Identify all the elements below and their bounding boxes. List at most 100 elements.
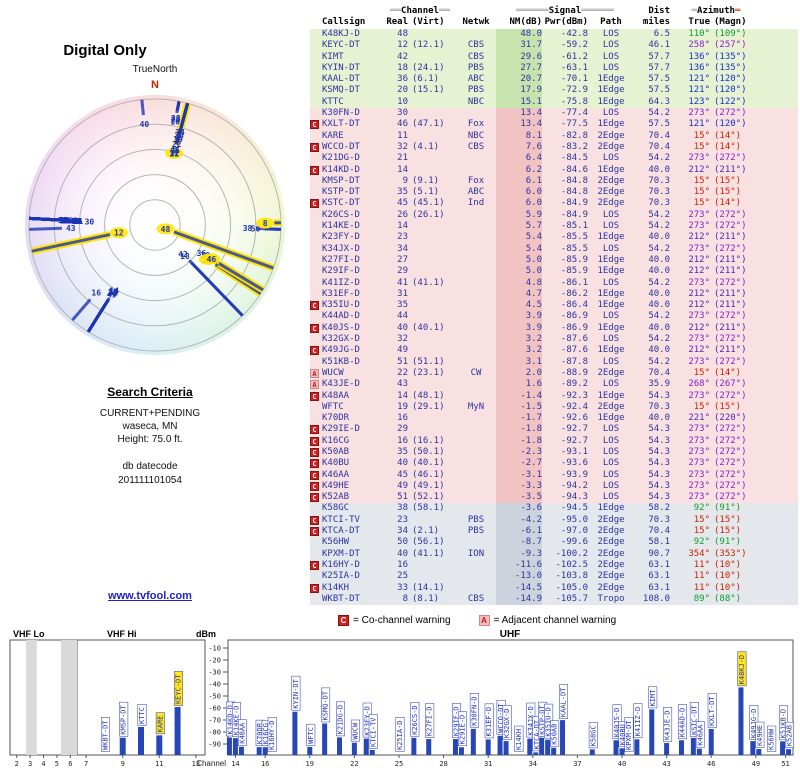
- cell-di: 57.5: [648, 119, 670, 130]
- cell-pa: LOS: [602, 221, 620, 232]
- cell-m: C: [310, 345, 320, 356]
- cell-tr: 354°: [688, 548, 710, 559]
- cell-pa: 2Edge: [597, 367, 625, 378]
- cell-di: 57.5: [648, 85, 670, 96]
- cell-re: 30: [397, 108, 408, 119]
- cell-nw: [456, 424, 496, 435]
- cell-m: [310, 131, 320, 142]
- radar-tick: 18: [180, 252, 244, 317]
- table-row: C K14KD-D 14 6.2 -84.6 1Edge 40.0 212° (211°): [310, 164, 798, 176]
- table-row: K23FY-D 23 5.4 -85.5 1Edge 40.0 212° (211°): [310, 232, 798, 244]
- svg-text:K48KJ-D: K48KJ-D: [738, 655, 746, 685]
- cell-re: 16: [397, 559, 408, 570]
- cell-m: [310, 266, 320, 277]
- cell-pw: -105.0: [555, 582, 588, 593]
- radar-plot-background: [25, 95, 285, 355]
- bar-label: K52AB: [785, 721, 795, 748]
- cell-nw: CBS: [467, 593, 485, 604]
- signal-bar: [232, 738, 238, 755]
- co-channel-marker: C: [310, 470, 319, 480]
- cell-cs: K16HY-D: [322, 559, 360, 570]
- svg-text:WCCO-DT: WCCO-DT: [497, 703, 505, 733]
- signal-bar: [539, 737, 545, 755]
- cell-pw: -84.5: [560, 153, 588, 164]
- svg-text:22: 22: [172, 140, 182, 149]
- cell-nm: 31.7: [496, 40, 542, 52]
- bar-label: K41IZ-D: [633, 703, 643, 739]
- bar-label: K46AA: [695, 721, 705, 748]
- pwr-header: Pwr(dBm): [544, 17, 588, 27]
- cell-vi: (6.1): [412, 74, 440, 85]
- cell-mg: (272°): [714, 356, 747, 367]
- table-row: KSTP-DT 35 (5.1) ABC 6.0 -84.8 2Edge 70.3 15° (15…: [310, 187, 798, 199]
- cell-nm: 3.2: [496, 334, 542, 346]
- svg-text:46: 46: [207, 255, 217, 264]
- cell-cs: K44AD-D: [322, 311, 360, 322]
- cell-pa: 2Edge: [597, 582, 625, 593]
- cell-vi: [408, 413, 456, 424]
- cell-nw: [456, 289, 496, 300]
- cell-mg: (14°): [714, 130, 742, 141]
- cell-tr: 273°: [688, 446, 710, 457]
- db-datecode-value: 201111101054: [118, 475, 182, 486]
- cell-di: 40.0: [648, 254, 670, 265]
- cell-mg: (272°): [714, 458, 747, 469]
- bar-label: WFTC: [306, 723, 316, 746]
- cell-tr: 11°: [693, 571, 710, 582]
- cell-pa: 2Edge: [597, 526, 625, 537]
- signal-strength-chart: -10-20-30-40-50-60-70-80-902 3 4 5 6 7 9 11 13 14…: [9, 629, 795, 768]
- cell-mg: (14°): [714, 198, 742, 209]
- cell-vi: (40.1): [412, 458, 445, 469]
- cell-re: 40: [397, 322, 408, 333]
- svg-text:11: 11: [169, 149, 179, 158]
- svg-text:32: 32: [69, 217, 79, 226]
- cell-re: 14: [397, 390, 408, 401]
- svg-text:KSTP-DT: KSTP-DT: [539, 704, 547, 734]
- cell-nw: [456, 379, 496, 390]
- cell-di: 58.1: [648, 537, 670, 548]
- table-row: KEYC-DT 12 (12.1) CBS 31.7 -59.2 LOS 46.1 258° (2…: [310, 40, 798, 52]
- search-criteria-title: Search Criteria: [107, 385, 193, 399]
- cell-vi: [408, 221, 456, 232]
- cell-re: 34: [397, 526, 408, 537]
- cell-cs: KIMT: [322, 51, 344, 62]
- cell-nm: -3.3: [496, 480, 542, 493]
- cell-nw: NBC: [467, 130, 485, 141]
- cell-pa: 2Edge: [597, 514, 625, 525]
- cell-di: 54.2: [648, 221, 670, 232]
- cell-di: 40.0: [648, 300, 670, 311]
- cell-tr: 212°: [688, 300, 710, 311]
- cell-pa: 2Edge: [597, 401, 625, 412]
- cell-nw: NBC: [467, 96, 485, 107]
- cell-pa: LOS: [602, 51, 620, 62]
- cell-mg: (211°): [714, 164, 747, 175]
- bar-label: K27FI-D: [425, 703, 435, 738]
- radar-tick: 48: [156, 223, 275, 272]
- cell-vi: (5.1): [412, 187, 440, 198]
- cell-pw: -94.2: [560, 480, 588, 491]
- bar-label: K48AA: [237, 719, 247, 746]
- cell-re: 32: [397, 141, 408, 152]
- cell-pw: -85.9: [560, 254, 588, 265]
- signal-bar: [696, 748, 702, 755]
- cell-di: 70.3: [648, 401, 670, 412]
- tvfool-link[interactable]: www.tvfool.com: [108, 590, 192, 602]
- table-row: K27FI-D 27 5.0 -85.9 1Edge 40.0 212° (211°): [310, 254, 798, 267]
- cell-re: 10: [397, 96, 408, 107]
- cell-tr: 15°: [693, 526, 710, 537]
- cell-vi: (24.1): [412, 62, 445, 73]
- signal-bar: [664, 743, 670, 755]
- svg-text:16: 16: [91, 289, 101, 298]
- cell-pw: -85.9: [560, 266, 588, 277]
- magn-header: (Magn): [714, 17, 747, 27]
- svg-text:-90: -90: [208, 741, 221, 749]
- cell-pa: 2Edge: [597, 559, 625, 570]
- cell-mg: (91°): [714, 503, 742, 514]
- cell-mg: (220°): [714, 413, 747, 424]
- shaded-band: [26, 640, 37, 755]
- cell-nm: -2.3: [496, 446, 542, 459]
- cell-m: A: [310, 379, 320, 390]
- svg-text:KPXM-DT: KPXM-DT: [625, 720, 633, 750]
- cell-vi: (4.1): [412, 141, 440, 152]
- co-channel-marker: C: [310, 560, 319, 570]
